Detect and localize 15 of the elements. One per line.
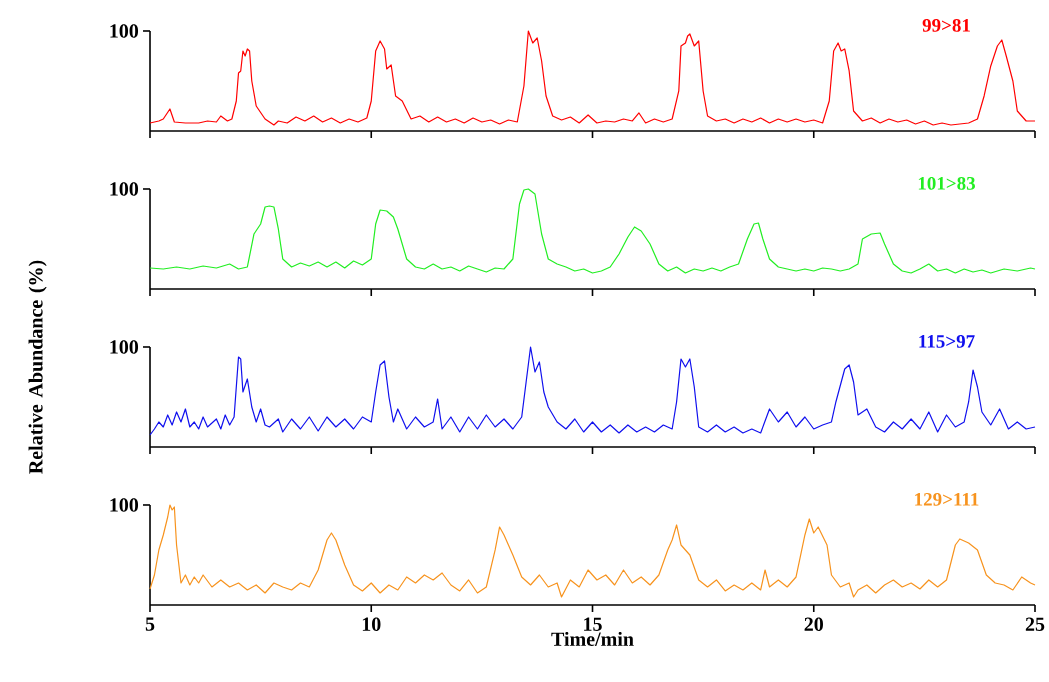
text: 100 <box>110 498 139 512</box>
x-tick-label: 5 <box>145 617 155 631</box>
text: 100 <box>110 340 139 354</box>
y-axis-title: Relative Abundance (%) <box>28 260 47 474</box>
x-tick-label: 20 <box>804 617 823 632</box>
x-tick-label: 25 <box>1025 617 1045 631</box>
x-tick-label: 10 <box>362 617 381 632</box>
x-tick-label: 15 <box>584 617 602 631</box>
series-label: 129>111 <box>915 493 979 506</box>
text: 100 <box>110 24 139 38</box>
text: 101>83 <box>918 176 976 190</box>
series-label: 115>97 <box>919 335 975 348</box>
series-label: 99>81 <box>922 18 970 32</box>
text: 100 <box>110 182 139 196</box>
x-axis-title: Time/min <box>551 631 634 646</box>
